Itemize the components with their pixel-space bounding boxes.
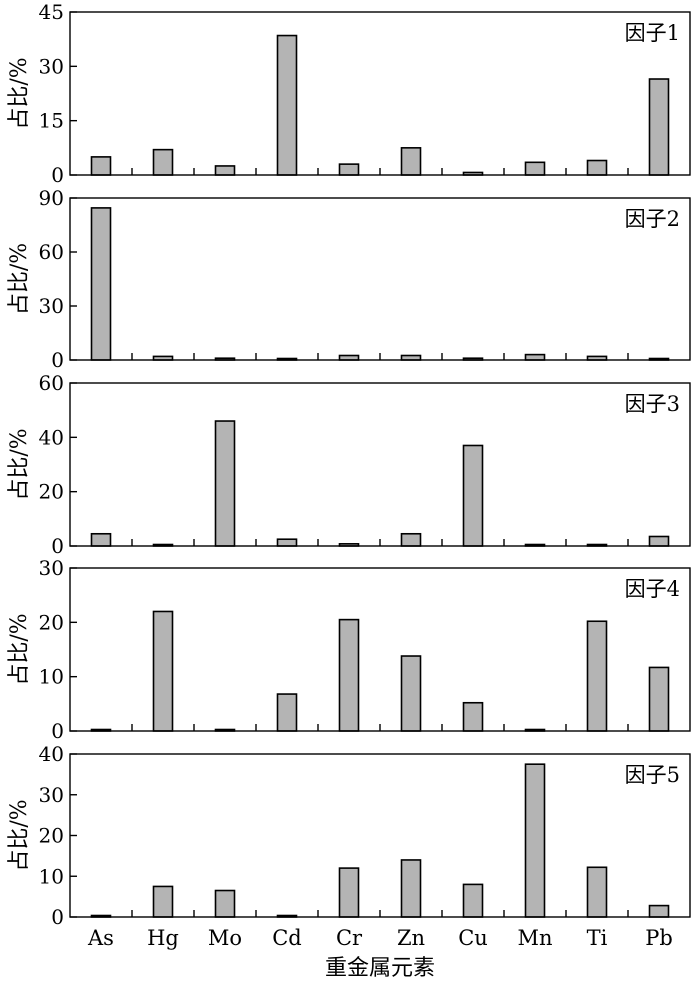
y-tick-label: 0 bbox=[51, 905, 64, 929]
x-tick-label: As bbox=[87, 926, 114, 950]
y-axis-label: 占比/% bbox=[7, 57, 32, 129]
panel-2: 0 30 60 90 因子2 占比/% bbox=[7, 186, 691, 372]
bar-hg-panel-1 bbox=[152, 148, 174, 176]
bar-as-panel-2 bbox=[90, 207, 112, 361]
y-tick-label: 0 bbox=[51, 163, 64, 187]
y-tick-label: 30 bbox=[39, 556, 64, 580]
bar-pb-panel-4 bbox=[648, 666, 670, 732]
bar-ti-panel-1 bbox=[586, 159, 608, 176]
bar-cd-panel-3 bbox=[276, 538, 298, 547]
y-tick-label: 60 bbox=[39, 371, 64, 395]
bar-pb-panel-3 bbox=[648, 535, 670, 547]
y-tick-label: 20 bbox=[39, 480, 64, 504]
bar-cd-panel-4 bbox=[276, 693, 298, 732]
x-tick-label: Cr bbox=[336, 926, 363, 950]
panel-3: 0 20 40 60 因子3 占比/% bbox=[7, 371, 691, 558]
bar-zn-panel-4 bbox=[400, 655, 422, 732]
y-axis-label: 占比/% bbox=[7, 799, 32, 871]
y-tick-label: 45 bbox=[39, 0, 64, 24]
y-tick-label: 10 bbox=[39, 665, 64, 689]
bar-pb-panel-5 bbox=[648, 904, 670, 918]
bar-zn-panel-5 bbox=[400, 859, 422, 918]
y-tick-label: 30 bbox=[39, 54, 64, 78]
bar-mn-panel-2 bbox=[524, 353, 546, 361]
y-tick-label: 40 bbox=[39, 425, 64, 449]
y-axis-label: 占比/% bbox=[7, 243, 32, 315]
x-tick-label: Mo bbox=[208, 926, 242, 950]
x-tick-label: Cu bbox=[458, 926, 488, 950]
y-axis-label: 占比/% bbox=[7, 428, 32, 500]
bar-pb-panel-1 bbox=[648, 78, 670, 176]
x-tick-label: Ti bbox=[587, 926, 608, 950]
bar-mo-panel-1 bbox=[214, 165, 236, 176]
bar-hg-panel-5 bbox=[152, 885, 174, 918]
panel-title: 因子5 bbox=[625, 763, 680, 787]
bar-cu-panel-4 bbox=[462, 701, 484, 732]
y-tick-label: 20 bbox=[39, 610, 64, 634]
panel-title: 因子2 bbox=[625, 207, 680, 231]
y-tick-label: 10 bbox=[39, 864, 64, 888]
x-tick-label: Zn bbox=[397, 926, 425, 950]
y-tick-label: 0 bbox=[51, 719, 64, 743]
y-axis-label: 占比/% bbox=[7, 613, 32, 685]
panel-4: 0 10 20 30 因子4 占比/% bbox=[7, 556, 691, 743]
y-tick-label: 20 bbox=[39, 824, 64, 848]
y-tick-label: 90 bbox=[39, 186, 64, 210]
bar-mn-panel-5 bbox=[524, 763, 546, 918]
panel-title: 因子4 bbox=[625, 577, 680, 601]
x-tick-label: Pb bbox=[645, 926, 673, 950]
bar-mo-panel-5 bbox=[214, 889, 236, 918]
x-tick-label: Mn bbox=[517, 926, 552, 950]
y-tick-label: 0 bbox=[51, 348, 64, 372]
bar-cd-panel-1 bbox=[276, 34, 298, 176]
bar-zn-panel-3 bbox=[400, 532, 422, 547]
y-tick-label: 40 bbox=[39, 742, 64, 766]
y-tick-label: 60 bbox=[39, 240, 64, 264]
panel-title: 因子1 bbox=[625, 21, 680, 45]
bar-cr-panel-5 bbox=[338, 867, 360, 918]
bar-ti-panel-4 bbox=[586, 620, 608, 732]
x-axis-label: 重金属元素 bbox=[325, 956, 435, 981]
bar-mo-panel-3 bbox=[214, 420, 236, 547]
panel-1: 0 15 30 45 因子1 占比/% bbox=[7, 0, 691, 187]
bar-cu-panel-3 bbox=[462, 444, 484, 547]
panel-frame bbox=[69, 382, 691, 547]
y-tick-label: 0 bbox=[51, 534, 64, 558]
panel-5: 0 10 20 30 40 因子5 占比/% bbox=[7, 742, 691, 929]
bar-ti-panel-5 bbox=[586, 866, 608, 918]
y-tick-label: 30 bbox=[39, 294, 64, 318]
y-tick-label: 15 bbox=[39, 109, 64, 133]
bar-as-panel-1 bbox=[90, 156, 112, 176]
panel-frame bbox=[69, 197, 691, 361]
bar-cu-panel-5 bbox=[462, 883, 484, 918]
bar-as-panel-3 bbox=[90, 532, 112, 547]
x-tick-label: Cd bbox=[272, 926, 302, 950]
bar-mn-panel-1 bbox=[524, 161, 546, 176]
panel-title: 因子3 bbox=[625, 392, 680, 416]
bar-cr-panel-1 bbox=[338, 163, 360, 176]
x-tick-label: Hg bbox=[147, 926, 179, 950]
y-tick-label: 30 bbox=[39, 783, 64, 807]
bar-zn-panel-1 bbox=[400, 147, 422, 176]
bar-cr-panel-4 bbox=[338, 618, 360, 732]
bar-hg-panel-4 bbox=[152, 610, 174, 732]
